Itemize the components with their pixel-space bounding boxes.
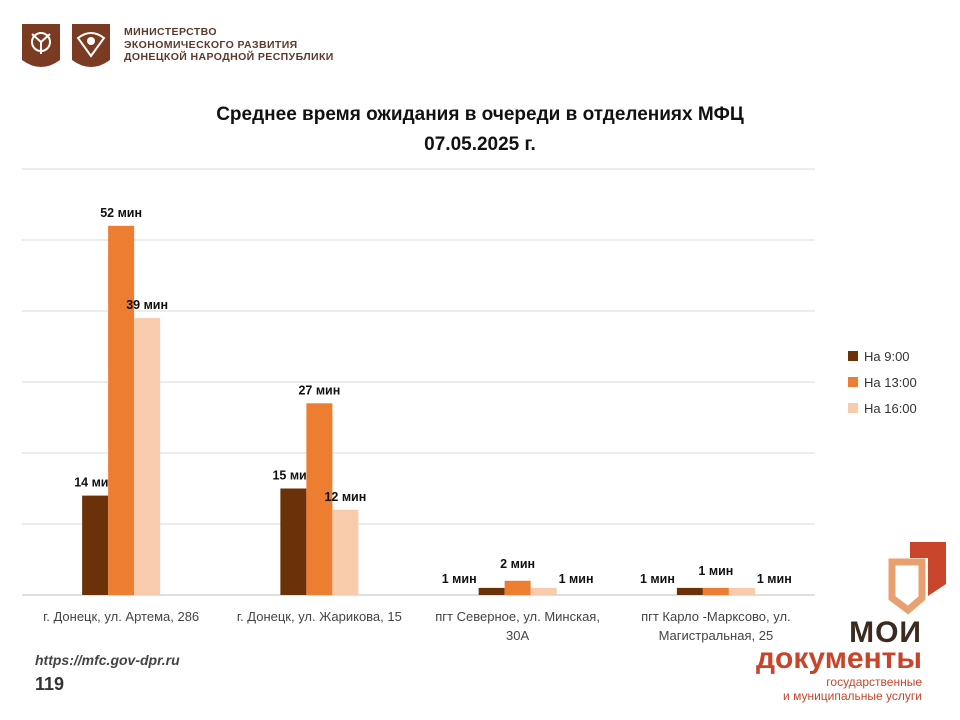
brand-name-line2: документы: [756, 642, 922, 675]
data-label: 52 мин: [100, 206, 142, 220]
chart-title: Среднее время ожидания в очереди в отдел…: [140, 100, 820, 160]
ministry-name: МИНИСТЕРСТВО ЭКОНОМИЧЕСКОГО РАЗВИТИЯ ДОН…: [124, 26, 334, 64]
brand-tagline2: и муниципальные услуги: [783, 689, 922, 703]
legend-swatch-9: [848, 351, 858, 361]
legend-swatch-16: [848, 403, 858, 413]
russia-emblem-icon: [22, 24, 60, 67]
data-label: 2 мин: [500, 557, 535, 571]
brand-tagline1: государственные: [826, 675, 922, 689]
data-label: 27 мин: [298, 383, 340, 397]
data-label: 1 мин: [698, 564, 733, 578]
data-label: 1 мин: [442, 572, 477, 586]
data-label: 1 мин: [757, 572, 792, 586]
category-label: 30А: [506, 628, 529, 643]
bar: [82, 495, 109, 595]
chart-title-line1: Среднее время ожидания в очереди в отдел…: [216, 104, 744, 125]
category-label: пгт Карло -Марксово, ул.: [641, 609, 791, 624]
ministry-line: ДОНЕЦКОЙ НАРОДНОЙ РЕСПУБЛИКИ: [124, 51, 334, 63]
header: МИНИСТЕРСТВО ЭКОНОМИЧЕСКОГО РАЗВИТИЯ ДОН…: [20, 22, 334, 72]
legend-swatch-13: [848, 377, 858, 387]
bar: [728, 587, 755, 595]
bar: [280, 488, 307, 595]
legend-label-9: На 9:00: [864, 348, 910, 364]
bar: [478, 587, 505, 595]
legend-item-13: На 13:00: [848, 369, 917, 395]
bar: [676, 587, 703, 595]
chart-title-line2: 07.05.2025 г.: [424, 134, 536, 155]
legend-label-13: На 13:00: [864, 374, 917, 390]
bar: [702, 587, 729, 595]
legend-label-16: На 16:00: [864, 400, 917, 416]
category-label: г. Донецк, ул. Жарикова, 15: [237, 609, 402, 624]
data-label: 14 мин: [74, 476, 116, 490]
legend-item-9: На 9:00: [848, 343, 917, 369]
bar: [332, 509, 359, 595]
page-number: 119: [35, 674, 65, 694]
category-label: г. Донецк, ул. Артема, 286: [43, 609, 199, 624]
data-label: 1 мин: [559, 572, 594, 586]
data-label: 15 мин: [272, 469, 314, 483]
footer-url: https://mfc.gov-dpr.ru: [35, 652, 180, 668]
bar: [530, 587, 557, 595]
bar: [134, 318, 161, 595]
data-label: 39 мин: [126, 298, 168, 312]
chart-legend: На 9:00 На 13:00 На 16:00: [848, 343, 917, 421]
moi-dokumenty-logo-icon: [888, 542, 946, 615]
ministry-line: ЭКОНОМИЧЕСКОГО РАЗВИТИЯ: [124, 38, 298, 51]
brand-name-line1: МОИ: [849, 616, 922, 649]
bar: [306, 403, 333, 595]
dpr-emblem-icon: [72, 24, 110, 67]
bar: [108, 225, 135, 596]
data-label: 1 мин: [640, 572, 675, 586]
category-label: Магистральная, 25: [659, 628, 774, 643]
ministry-line: МИНИСТЕРСТВО: [124, 26, 217, 38]
data-label: 12 мин: [324, 490, 366, 504]
bar: [504, 580, 531, 595]
legend-item-16: На 16:00: [848, 395, 917, 421]
category-label: пгт Северное, ул. Минская,: [435, 609, 600, 624]
